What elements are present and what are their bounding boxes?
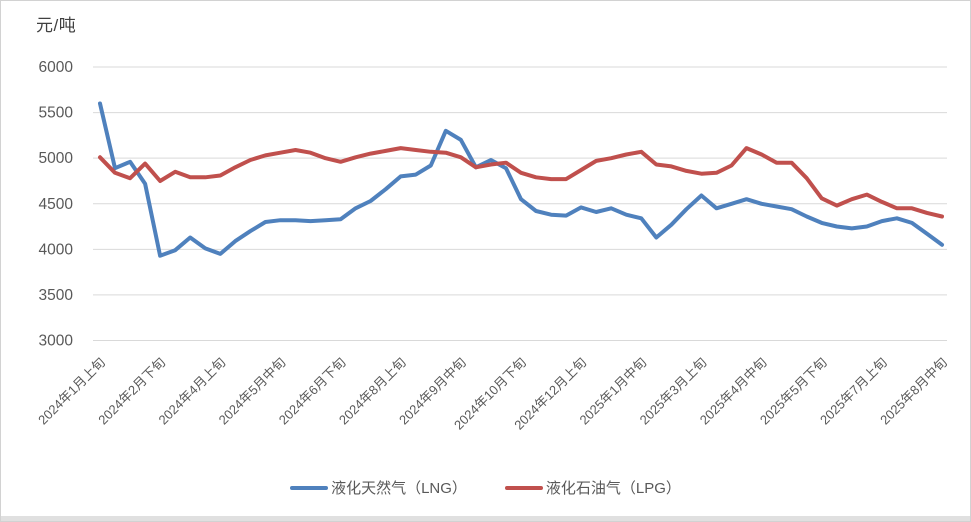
line-chart-plot: 60005500500045004000350030002024年1月上旬202… (35, 59, 950, 433)
y-tick-label: 3000 (39, 333, 74, 350)
y-tick-label: 6000 (39, 59, 74, 76)
y-tick-label: 5000 (39, 150, 74, 167)
lng-series-line (98, 101, 944, 258)
legend: 液化天然气（LNG） 液化石油气（LPG） (1, 477, 970, 498)
y-tick-label: 4500 (39, 196, 74, 213)
lng-legend-label: 液化天然气（LNG） (331, 480, 467, 497)
lng-line-swatch (290, 485, 329, 490)
y-tick-label: 3500 (39, 287, 74, 304)
lpg-series-line (98, 146, 944, 219)
y-axis-unit-label: 元/吨 (36, 16, 77, 35)
lpg-line-swatch (504, 485, 543, 490)
window-bottom-edge (1, 516, 970, 521)
lpg-legend-label: 液化石油气（LPG） (545, 480, 681, 497)
legend-item-lpg: 液化石油气（LPG） (504, 477, 681, 498)
y-tick-label: 4000 (39, 241, 74, 258)
legend-item-lng: 液化天然气（LNG） (290, 477, 467, 498)
y-tick-label: 5500 (39, 105, 74, 122)
